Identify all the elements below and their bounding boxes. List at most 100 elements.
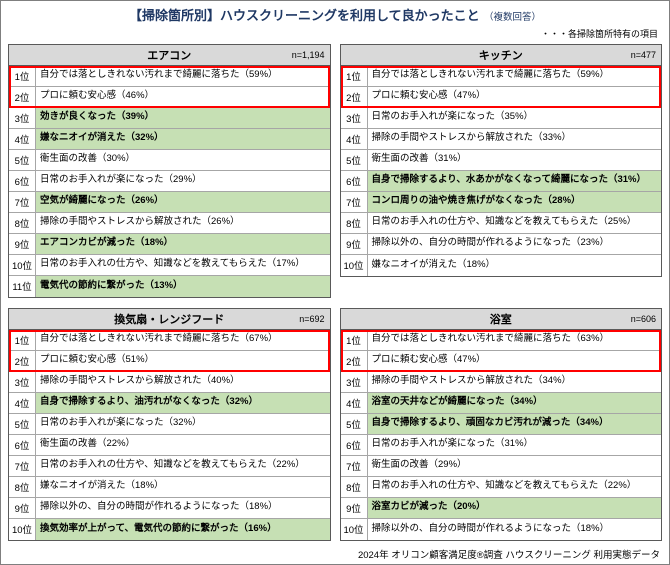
rank-cell: 5位 <box>9 149 36 170</box>
legend-note: ・・・各掃除箇所特有の項目 <box>540 28 658 39</box>
rank-cell: 10位 <box>9 518 36 540</box>
table-title: キッチン <box>478 49 523 62</box>
table-row: 7位 衛生面の改善（29%） <box>340 455 661 477</box>
rank-cell: 3位 <box>9 371 36 392</box>
item-cell: 衛生面の改善（31%） <box>371 153 467 165</box>
item-cell: 浴室カビが減った（20%） <box>367 497 661 518</box>
rank-cell: 5位 <box>9 413 36 434</box>
rank-cell: 3位 <box>341 371 368 392</box>
item-cell: 衛生面の改善（30%） <box>40 153 136 165</box>
table-row: 4位 自身で掃除するより、油汚れがなくなった（32%） <box>9 392 330 414</box>
table-bathroom: 浴室 n=606 1位 自分では落としきれない汚れまで綺麗に落ちた（63%） 2位プ… <box>339 307 662 541</box>
item-cell: 衛生面の改善（22%） <box>40 438 136 450</box>
item-cell: 掃除以外の、自分の時間が作れるようになった（18%） <box>371 522 610 534</box>
table-rows: 1位 自分では落としきれない汚れまで綺麗に落ちた（63%） 2位 プロに頼む安心感（4… <box>340 329 661 540</box>
table-row: 8位 日常のお手入れの仕方や、知識などを教えてもらえた（25%） <box>340 212 661 234</box>
rank-cell: 4位 <box>341 128 368 149</box>
item-cell: 嫌なニオイが消えた（32%） <box>36 128 330 149</box>
top2-highlight-box: 1位 自分では落としきれない汚れまで綺麗に落ちた（63%） 2位 プロに頼む安心感（4… <box>340 329 661 372</box>
table-row: 4位 掃除の手間やストレスから解放された（33%） <box>340 128 661 150</box>
rank-cell: 7位 <box>9 191 36 212</box>
item-cell: プロに頼む安心感（47%） <box>371 90 486 102</box>
item-cell: 日常のお手入れの仕方や、知識などを教えてもらえた（22%） <box>40 459 305 471</box>
table-row: 10位 掃除以外の、自分の時間が作れるようになった（18%） <box>340 518 661 540</box>
rank-cell: 8位 <box>9 476 36 497</box>
table-row: 4位 嫌なニオイが消えた（32%） <box>9 128 330 150</box>
rank-cell: 2位 <box>9 350 36 371</box>
table-row: 10位 日常のお手入れの仕方や、知識などを教えてもらえた（17%） <box>9 254 330 276</box>
rank-cell: 7位 <box>341 191 368 212</box>
table-rows: 1位 自分では落としきれない汚れまで綺麗に落ちた（59%） 2位 プロに頼む安心感（4… <box>340 65 661 276</box>
rank-cell: 6位 <box>341 170 368 191</box>
table-row: 1位 自分では落としきれない汚れまで綺麗に落ちた（67%） <box>9 329 330 351</box>
item-cell: コンロ周りの油や焼き焦げがなくなった（28%） <box>367 191 661 212</box>
item-cell: 自分では落としきれない汚れまで綺麗に落ちた（59%） <box>371 69 610 81</box>
rank-cell: 5位 <box>341 149 368 170</box>
item-cell: 嫌なニオイが消えた（18%） <box>40 480 164 492</box>
item-cell: 日常のお手入れの仕方や、知識などを教えてもらえた（25%） <box>371 216 637 228</box>
sample-size: n=606 <box>630 313 656 324</box>
rank-cell: 2位 <box>341 350 368 371</box>
sample-size: n=1,194 <box>291 49 325 60</box>
rank-cell: 3位 <box>9 107 36 128</box>
item-cell: 掃除以外の、自分の時間が作れるようになった（18%） <box>40 501 278 513</box>
table-kitchen: キッチン n=477 1位 自分では落としきれない汚れまで綺麗に落ちた（59%） 2… <box>339 43 662 277</box>
item-cell: 自身で掃除するより、油汚れがなくなった（32%） <box>36 392 330 413</box>
item-cell: 日常のお手入れが楽になった（35%） <box>371 111 534 123</box>
table-row: 2位 プロに頼む安心感（46%） <box>9 86 330 108</box>
rank-cell: 6位 <box>9 434 36 455</box>
rank-cell: 4位 <box>341 392 368 413</box>
rank-cell: 7位 <box>341 455 368 476</box>
table-row: 4位 浴室の天井などが綺麗になった（34%） <box>340 392 661 414</box>
rank-cell: 1位 <box>9 65 36 86</box>
sample-size: n=692 <box>299 313 325 324</box>
item-cell: 自身で掃除するより、水あかがなくなって綺麗になった（31%） <box>367 170 661 191</box>
table-row: 1位 自分では落としきれない汚れまで綺麗に落ちた（63%） <box>340 329 661 351</box>
rank-cell: 9位 <box>341 497 368 518</box>
item-cell: 掃除の手間やストレスから解放された（26%） <box>40 216 240 228</box>
table-title: 換気扇・レンジフード <box>114 313 225 326</box>
table-row: 7位 空気が綺麗になった（26%） <box>9 191 330 213</box>
item-cell: 掃除の手間やストレスから解放された（40%） <box>40 375 240 387</box>
table-title: 浴室 <box>489 313 512 326</box>
rank-cell: 8位 <box>341 476 368 497</box>
table-row: 6位 自身で掃除するより、水あかがなくなって綺麗になった（31%） <box>340 170 661 192</box>
item-cell: 電気代の節約に繋がった（13%） <box>36 275 330 297</box>
table-row: 3位 掃除の手間やストレスから解放された（40%） <box>9 371 330 393</box>
table-row: 8位 嫌なニオイが消えた（18%） <box>9 476 330 498</box>
table-header-rangehood: 換気扇・レンジフード n=692 <box>9 308 330 330</box>
rank-cell: 8位 <box>341 212 368 233</box>
table-row: 2位 プロに頼む安心感（51%） <box>9 350 330 372</box>
table-row: 11位 電気代の節約に繋がった（13%） <box>9 275 330 297</box>
table-row: 7位 コンロ周りの油や焼き焦げがなくなった（28%） <box>340 191 661 213</box>
item-cell: 自身で掃除するより、頑固なカビ汚れが減った（34%） <box>367 413 661 434</box>
rank-cell: 10位 <box>341 254 368 276</box>
table-row: 5位 日常のお手入れが楽になった（32%） <box>9 413 330 435</box>
item-cell: 浴室の天井などが綺麗になった（34%） <box>367 392 661 413</box>
table-row: 10位 換気効率が上がって、電気代の節約に繋がった（16%） <box>9 518 330 540</box>
sample-size: n=477 <box>630 49 656 60</box>
top2-highlight-box: 1位 自分では落としきれない汚れまで綺麗に落ちた（67%） 2位 プロに頼む安心感（5… <box>9 329 330 372</box>
rank-cell: 6位 <box>9 170 36 191</box>
table-rangehood: 換気扇・レンジフード n=692 1位 自分では落としきれない汚れまで綺麗に落ちた… <box>8 307 331 541</box>
item-cell: プロに頼む安心感（47%） <box>371 354 486 366</box>
rank-cell: 4位 <box>9 128 36 149</box>
rank-cell: 4位 <box>9 392 36 413</box>
item-cell: 掃除の手間やストレスから解放された（34%） <box>371 375 572 387</box>
table-row: 9位 掃除以外の、自分の時間が作れるようになった（18%） <box>9 497 330 519</box>
table-row: 1位 自分では落としきれない汚れまで綺麗に落ちた（59%） <box>340 65 661 87</box>
table-row: 1位 自分では落としきれない汚れまで綺麗に落ちた（59%） <box>9 65 330 87</box>
table-header-kitchen: キッチン n=477 <box>340 44 661 66</box>
table-row: 2位 プロに頼む安心感（47%） <box>340 350 661 372</box>
title-subtext: （複数回答） <box>484 12 542 23</box>
item-cell: 効きが良くなった（39%） <box>36 107 330 128</box>
tables-grid: エアコン n=1,194 1位 自分では落としきれない汚れまで綺麗に落ちた（59%… <box>8 43 662 541</box>
rank-cell: 3位 <box>341 107 368 128</box>
table-row: 3位 掃除の手間やストレスから解放された（34%） <box>340 371 661 393</box>
item-cell: 日常のお手入れが楽になった（31%） <box>371 438 534 450</box>
table-aircon: エアコン n=1,194 1位 自分では落としきれない汚れまで綺麗に落ちた（59%… <box>8 43 331 298</box>
table-row: 2位 プロに頼む安心感（47%） <box>340 86 661 108</box>
top2-highlight-box: 1位 自分では落としきれない汚れまで綺麗に落ちた（59%） 2位 プロに頼む安心感（4… <box>340 65 661 108</box>
title-text: 【掃除箇所別】ハウスクリーニングを利用して良かったこと <box>128 8 480 23</box>
